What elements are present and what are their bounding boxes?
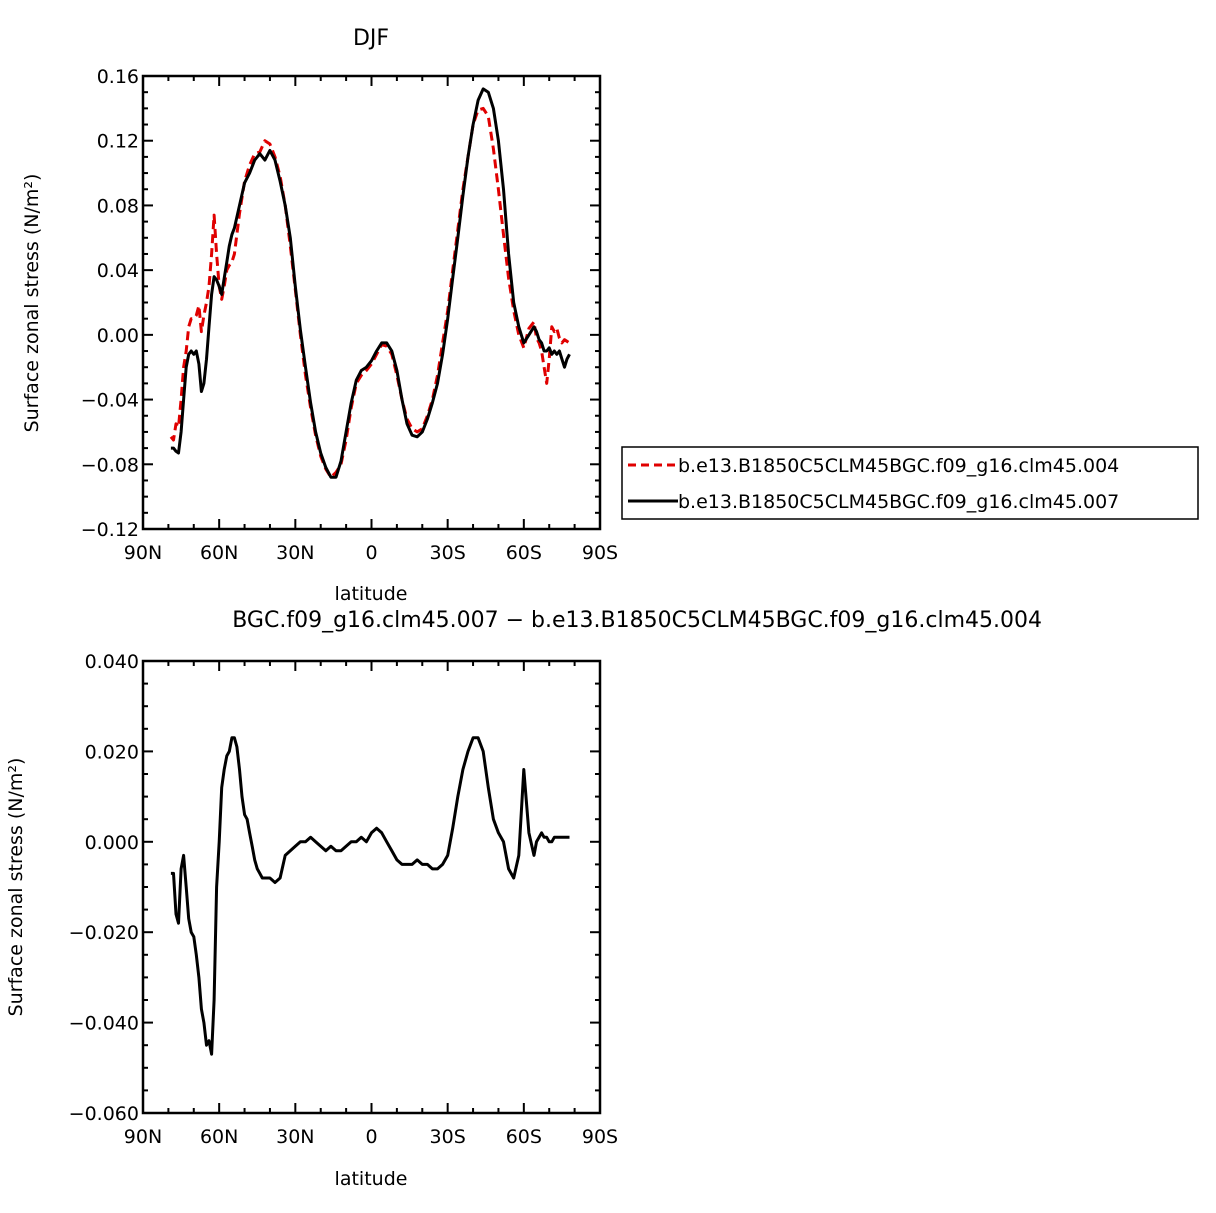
x-tick-label: 0 bbox=[365, 542, 377, 564]
x-tick-label: 60S bbox=[506, 542, 542, 564]
y-axis-label: Surface zonal stress (N/m²) bbox=[21, 174, 43, 433]
y-tick-label: 0.040 bbox=[85, 651, 139, 673]
y-tick-label: 0.08 bbox=[97, 195, 139, 217]
x-tick-label: 30S bbox=[430, 542, 466, 564]
y-tick-label: 0.04 bbox=[97, 260, 139, 282]
chart-title: DJF bbox=[353, 26, 389, 51]
x-tick-label: 90N bbox=[124, 542, 162, 564]
y-tick-label: 0.16 bbox=[97, 66, 139, 88]
y-axis-label: Surface zonal stress (N/m²) bbox=[5, 758, 27, 1017]
x-tick-label: 30N bbox=[276, 542, 314, 564]
series-line-2 bbox=[170, 87, 571, 479]
series-line-1 bbox=[169, 106, 571, 479]
y-tick-label: 0.000 bbox=[85, 832, 139, 854]
x-tick-label: 90S bbox=[582, 1126, 618, 1148]
plot-area: 90N 60N 30N 0 30S 60S 90S −0.12 −0.08 −0.04 0.00 0.… bbox=[81, 66, 618, 564]
y-tick-label: 0.00 bbox=[97, 325, 139, 347]
x-tick-label: 0 bbox=[365, 1126, 377, 1148]
y-tick-label: −0.020 bbox=[69, 922, 139, 944]
chart-djf: DJF 90N 60N 30N 0 30S 60S 90S −0.12 −0.08 −0.04 0.… bbox=[21, 26, 618, 605]
x-axis-label: latitude bbox=[335, 583, 408, 605]
series-line-1 bbox=[170, 736, 570, 1056]
y-tick-label: −0.04 bbox=[81, 390, 139, 412]
y-tick-label: −0.12 bbox=[81, 519, 139, 541]
y-tick-label: −0.060 bbox=[69, 1103, 139, 1125]
y-tick-label: 0.020 bbox=[85, 741, 139, 763]
x-axis-label: latitude bbox=[335, 1168, 408, 1190]
plot-area: 90N 60N 30N 0 30S 60S 90S −0.060 −0.040 −0.020 0.0… bbox=[69, 651, 618, 1148]
chart-title: BGC.f09_g16.clm45.007 − b.e13.B1850C5CLM… bbox=[232, 608, 1042, 633]
legend-entry-series-004: b.e13.B1850C5CLM45BGC.f09_g16.clm45.004 bbox=[678, 455, 1119, 477]
x-tick-label: 90N bbox=[124, 1126, 162, 1148]
x-tick-label: 60N bbox=[200, 1126, 238, 1148]
y-tick-label: 0.12 bbox=[97, 131, 139, 153]
x-tick-label: 30S bbox=[430, 1126, 466, 1148]
x-tick-label: 60N bbox=[200, 542, 238, 564]
x-tick-label: 90S bbox=[582, 542, 618, 564]
legend-entry-series-007: b.e13.B1850C5CLM45BGC.f09_g16.clm45.007 bbox=[678, 491, 1119, 513]
legend: b.e13.B1850C5CLM45BGC.f09_g16.clm45.004 … bbox=[621, 446, 1199, 520]
x-tick-label: 30N bbox=[276, 1126, 314, 1148]
chart-difference: BGC.f09_g16.clm45.007 − b.e13.B1850C5CLM… bbox=[5, 608, 1042, 1190]
y-tick-label: −0.08 bbox=[81, 454, 139, 476]
x-tick-label: 60S bbox=[506, 1126, 542, 1148]
y-tick-label: −0.040 bbox=[69, 1013, 139, 1035]
legend-box bbox=[621, 446, 1199, 520]
